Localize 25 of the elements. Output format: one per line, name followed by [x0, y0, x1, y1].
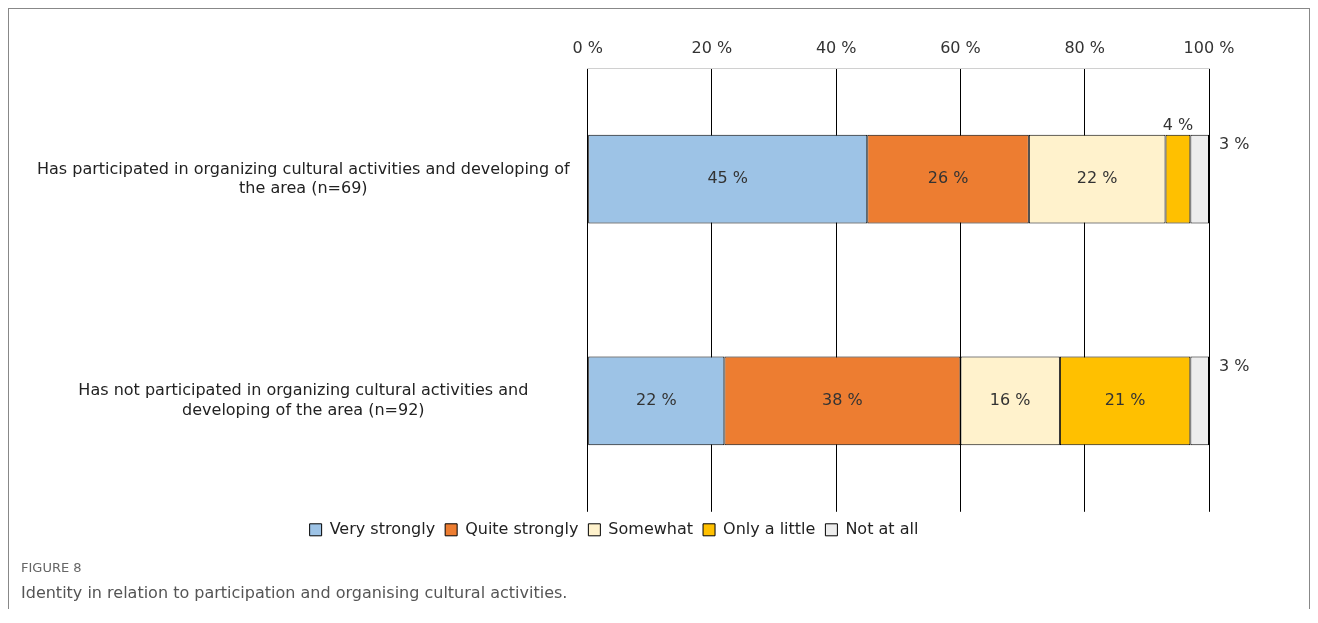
text: FIGURE 8	[21, 560, 82, 575]
legend-label: Not at all	[845, 518, 919, 538]
y-tick-label: Has participated in organizing cultural activities and developing of the area (n=69)	[37, 158, 571, 197]
data-label: 3 %	[1219, 355, 1250, 375]
y-tick-label: Has not participated in organizing cultural activities and developing of the area (n=92)	[78, 380, 529, 419]
data-label: 21 %	[1104, 390, 1146, 410]
data-label: 26 %	[927, 168, 969, 188]
data-label: 22 %	[635, 390, 677, 410]
legend-label: Quite strongly	[465, 518, 579, 538]
data-label: 16 %	[989, 390, 1031, 410]
data-label: 22 %	[1076, 168, 1118, 188]
data-label: 4 %	[1162, 114, 1194, 134]
x-tick-label: 20 %	[691, 37, 733, 57]
legend-label: Somewhat	[608, 518, 694, 538]
text: Identity in relation to participation and organising cultural activities.	[21, 583, 568, 602]
data-label: 45 %	[707, 168, 749, 188]
x-tick-label: 100 %	[1183, 37, 1235, 57]
legend-label: Only a little	[723, 518, 816, 538]
x-tick-label: 60 %	[940, 37, 981, 57]
data-label: 38 %	[822, 390, 863, 410]
x-tick-label: 80 %	[1064, 37, 1106, 57]
legend-label: Very strongly	[329, 518, 436, 538]
data-label: 3 %	[1219, 133, 1250, 153]
x-tick-label: 40 %	[815, 37, 857, 57]
x-tick-label: 0 %	[572, 37, 603, 57]
